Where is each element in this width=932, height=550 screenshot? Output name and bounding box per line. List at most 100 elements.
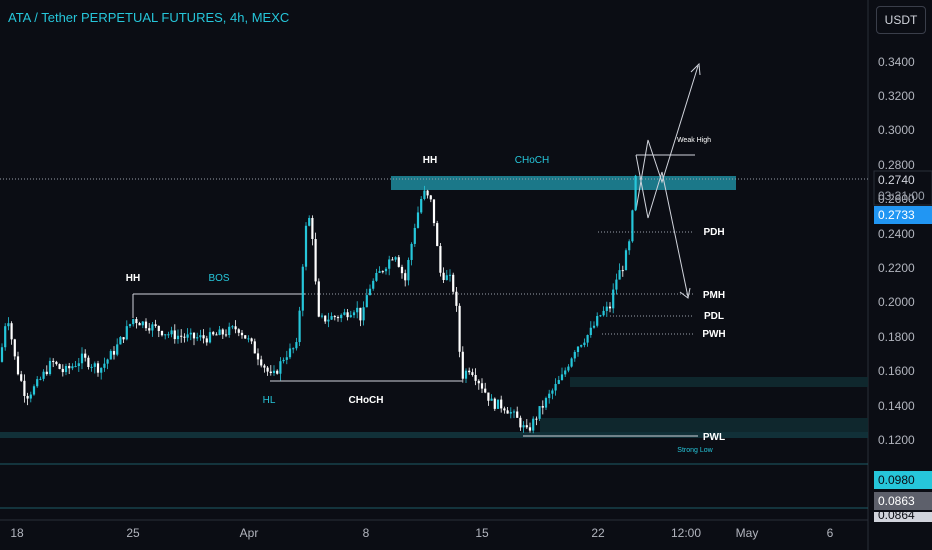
- hh-left-label: HH: [125, 273, 141, 284]
- level-a-tag-bg: [874, 471, 932, 489]
- candle-down: [525, 425, 528, 428]
- candle-down: [468, 370, 471, 373]
- candle-up: [378, 271, 381, 273]
- price-tick: 0.1800: [878, 329, 915, 344]
- candle-down: [180, 335, 183, 337]
- time-tick: 12:00: [670, 526, 702, 540]
- candle-countdown: 03:31:00: [878, 189, 925, 203]
- candle-down: [234, 326, 237, 330]
- candle-up: [80, 353, 84, 364]
- price-tick: 0.2000: [878, 295, 915, 310]
- chart-title: ATA / Tether PERPETUAL FUTURES, 4h, MEXC: [8, 10, 290, 25]
- candle-up: [628, 241, 631, 251]
- candle-down: [23, 380, 26, 396]
- candle-up: [512, 411, 516, 413]
- candle-up: [420, 198, 423, 213]
- candle-up: [634, 175, 637, 211]
- time-tick: 18: [10, 526, 24, 540]
- candle-up: [596, 316, 599, 326]
- candle-up: [602, 310, 605, 316]
- candle-down: [391, 259, 394, 261]
- candle-up: [624, 250, 628, 271]
- candle-up: [394, 257, 397, 260]
- pwl-label: PWL: [702, 432, 726, 443]
- candle-up: [39, 378, 42, 380]
- candle-up: [64, 365, 68, 373]
- price-tick: 0.3000: [878, 123, 915, 138]
- currency-button[interactable]: USDT: [876, 6, 926, 34]
- price-tick: 0.1600: [878, 364, 915, 379]
- strong-low-label: Strong Low: [677, 447, 713, 454]
- candle-down: [61, 368, 64, 373]
- supply-zone: [391, 176, 736, 190]
- candle-down: [215, 334, 218, 336]
- candle-up: [340, 314, 343, 319]
- time-tick: May: [735, 526, 759, 540]
- candle-up: [189, 332, 192, 335]
- arrowhead-down-icon: [679, 287, 691, 299]
- candle-up: [580, 345, 583, 347]
- arrowhead-up-icon: [690, 62, 701, 76]
- candle-down: [333, 316, 336, 318]
- candle-up: [615, 279, 618, 290]
- bos-label: BOS: [208, 273, 230, 284]
- candle-up: [199, 335, 202, 338]
- candle-down: [256, 353, 260, 360]
- choch-top-label: CHoCH: [514, 155, 550, 166]
- candles-layer: [0, 174, 637, 434]
- candle-down: [314, 238, 317, 282]
- candle-up: [567, 366, 570, 371]
- candle-up: [208, 332, 212, 343]
- candle-down: [244, 335, 247, 339]
- candle-down: [516, 411, 519, 418]
- candle-up: [532, 418, 535, 431]
- candle-up: [176, 335, 180, 340]
- candle-up: [388, 259, 391, 269]
- candle-down: [426, 190, 429, 196]
- candle-down: [429, 195, 432, 200]
- candle-down: [381, 271, 384, 273]
- candle-up: [218, 329, 221, 335]
- candle-up: [132, 319, 135, 325]
- candle-up: [42, 371, 45, 379]
- candle-up: [285, 357, 288, 360]
- candle-down: [359, 307, 362, 321]
- candle-down: [205, 338, 208, 343]
- candle-up: [557, 380, 560, 384]
- candle-up: [247, 338, 250, 340]
- level-b-tag-bg: [874, 492, 932, 510]
- price-tick: 0.2200: [878, 261, 915, 275]
- candle-down: [608, 306, 612, 309]
- candle-down: [477, 380, 480, 384]
- candle-down: [480, 383, 484, 389]
- candle-down: [87, 357, 90, 368]
- candle-up: [352, 312, 356, 316]
- candle-down: [346, 312, 349, 318]
- time-tick: Apr: [239, 526, 259, 540]
- candle-up: [109, 351, 112, 360]
- price-tick: 0.2800: [878, 157, 915, 172]
- candle-up: [368, 288, 372, 296]
- candle-down: [506, 410, 509, 414]
- level-c-tag-bg: [874, 512, 932, 522]
- level-a-tag: 0.0980: [878, 473, 915, 487]
- candle-down: [317, 281, 320, 317]
- hl-label: HL: [262, 395, 276, 406]
- candle-up: [464, 370, 468, 379]
- candle-up: [583, 342, 586, 346]
- candle-down: [45, 371, 48, 375]
- hh-top-label: HH: [422, 155, 438, 166]
- candle-up: [128, 324, 132, 327]
- candle-up: [372, 280, 375, 289]
- candle-down: [493, 398, 496, 409]
- candle-up: [32, 386, 36, 395]
- choch-low-label: CHoCH: [348, 395, 384, 406]
- candle-up: [413, 227, 416, 244]
- candle-down: [138, 323, 141, 326]
- price-tick: 0.2400: [878, 226, 915, 241]
- candle-up: [301, 266, 304, 311]
- candle-up: [356, 307, 359, 313]
- candle-down: [96, 363, 100, 373]
- time-tick: 6: [826, 526, 834, 540]
